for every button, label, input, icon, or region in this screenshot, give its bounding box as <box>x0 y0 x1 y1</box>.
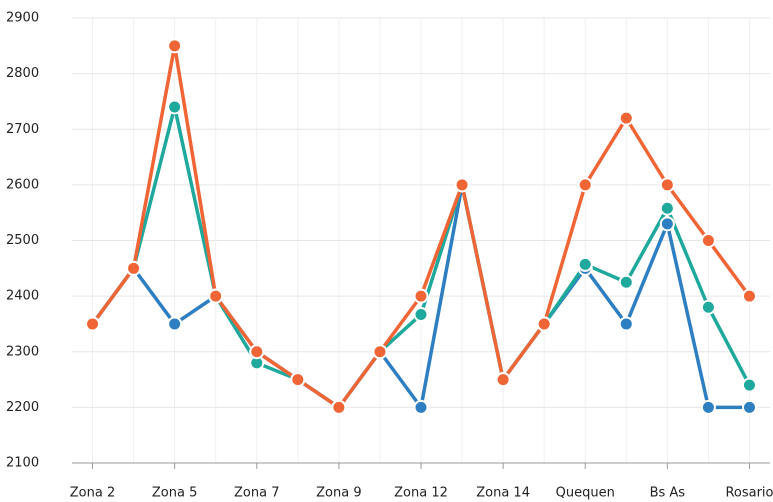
point-marker <box>577 256 593 272</box>
point-marker <box>167 99 183 115</box>
x-tick-label: Zona 12 <box>394 486 448 501</box>
y-tick-label: 2700 <box>6 122 39 137</box>
point-marker <box>700 233 716 248</box>
x-tick-label: Zona 9 <box>316 486 361 501</box>
point-marker <box>208 288 224 304</box>
point-marker <box>618 316 634 332</box>
x-tick-label: Rosario <box>725 486 773 501</box>
point-marker <box>372 344 388 360</box>
y-tick-label: 2300 <box>6 344 39 359</box>
point-marker <box>659 177 675 193</box>
point-marker <box>290 372 306 388</box>
point-marker <box>249 344 265 360</box>
x-tick-label: Zona 2 <box>70 486 115 501</box>
x-tick-label: Zona 7 <box>234 486 279 501</box>
point-marker <box>577 177 593 193</box>
x-tick-label: Zona 5 <box>152 486 197 501</box>
y-tick-label: 2100 <box>6 456 39 471</box>
point-marker <box>618 274 634 290</box>
point-marker <box>741 288 757 304</box>
point-marker <box>495 372 511 388</box>
point-marker <box>413 306 429 322</box>
point-marker <box>536 316 552 332</box>
x-tick-label: Zona 14 <box>476 486 530 501</box>
x-tick-label: Quequen <box>556 486 615 501</box>
y-tick-label: 2800 <box>6 66 39 81</box>
y-tick-label: 2600 <box>6 177 39 192</box>
point-marker <box>454 177 470 193</box>
y-tick-label: 2400 <box>6 289 39 304</box>
point-marker <box>659 200 675 216</box>
y-tick-label: 2900 <box>6 11 39 26</box>
point-marker <box>700 399 716 415</box>
y-tick-label: 2500 <box>6 233 39 248</box>
point-marker <box>331 399 347 415</box>
x-tick-label: Bs As <box>650 486 686 501</box>
point-marker <box>659 216 675 232</box>
point-marker <box>700 299 716 315</box>
point-marker <box>413 399 429 415</box>
point-marker <box>618 110 634 126</box>
point-marker <box>126 260 142 276</box>
point-marker <box>741 377 757 393</box>
point-marker <box>167 316 183 332</box>
point-marker <box>167 38 183 54</box>
point-marker <box>741 399 757 415</box>
y-tick-label: 2200 <box>6 400 39 415</box>
point-marker <box>413 288 429 304</box>
point-marker <box>85 316 101 332</box>
